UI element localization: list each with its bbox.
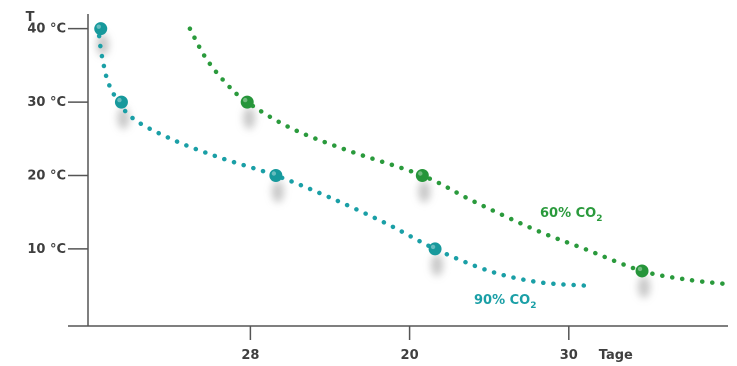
marker-shadow	[96, 33, 109, 56]
x-tick-label: 30	[560, 348, 578, 363]
data-point	[114, 95, 128, 109]
data-point	[269, 169, 283, 183]
data-point-highlight	[96, 24, 101, 29]
series-curve-0	[96, 33, 587, 288]
y-tick-label: 10 °C	[27, 242, 66, 257]
data-point-highlight	[637, 266, 643, 272]
y-tick-label: 30 °C	[27, 95, 66, 110]
data-point-highlight	[243, 97, 248, 103]
data-point	[94, 22, 108, 36]
marker-shadow	[431, 253, 444, 276]
data-point	[240, 95, 254, 109]
data-point-highlight	[430, 244, 436, 250]
series-curve-1	[187, 26, 731, 287]
marker-shadow	[243, 107, 256, 130]
data-point	[428, 242, 442, 256]
series-label-1: 60% CO2	[540, 206, 603, 224]
data-point-highlight	[117, 97, 122, 103]
marker-shadow	[271, 180, 284, 203]
data-point-highlight	[271, 171, 277, 176]
data-point	[415, 169, 429, 183]
x-axis-title: Tage	[599, 348, 633, 363]
y-tick-label: 40 °C	[27, 22, 66, 37]
x-tick-label: 28	[241, 348, 259, 363]
data-point-highlight	[418, 171, 423, 176]
marker-shadow	[638, 275, 651, 298]
y-axis-title: T	[26, 10, 35, 25]
y-tick-label: 20 °C	[27, 169, 66, 184]
marker-shadow	[418, 180, 431, 203]
x-tick-label: 20	[401, 348, 419, 363]
series-label-0: 90% CO2	[474, 293, 537, 311]
data-point	[635, 264, 649, 278]
